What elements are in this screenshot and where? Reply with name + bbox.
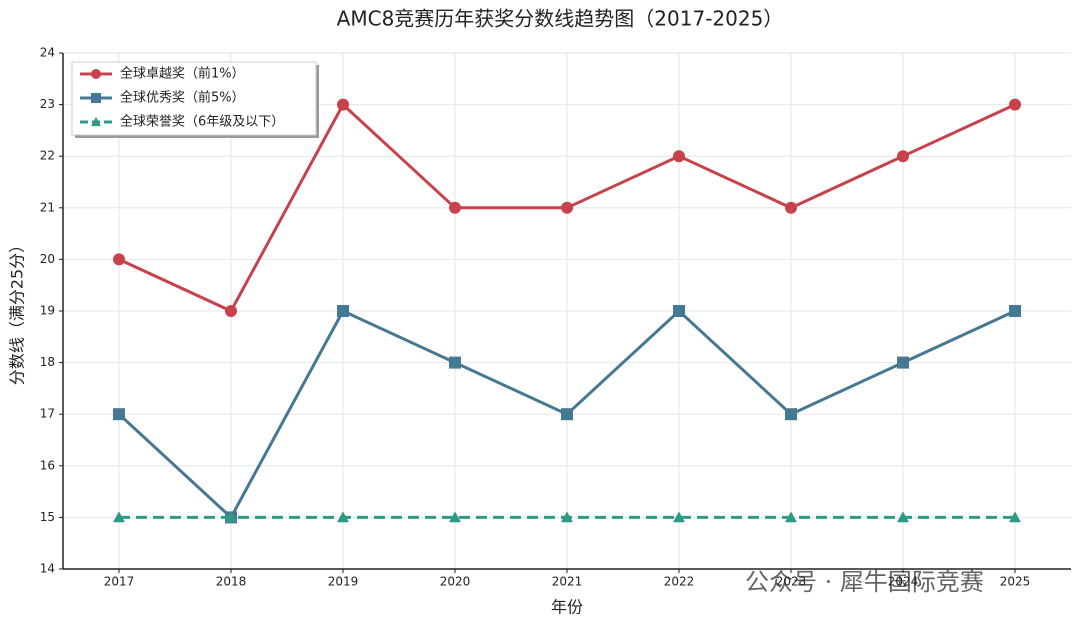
marker bbox=[91, 117, 101, 126]
marker bbox=[673, 305, 685, 317]
y-tick-label: 21 bbox=[40, 200, 55, 214]
watermark: 公众号 · 犀牛国际竞赛 bbox=[745, 568, 984, 596]
y-tick-label: 19 bbox=[40, 304, 55, 318]
y-tick-label: 22 bbox=[40, 149, 55, 163]
marker bbox=[337, 98, 349, 111]
x-tick-label: 2017 bbox=[104, 575, 135, 589]
chart-title: AMC8竞赛历年获奖分数线趋势图（2017-2025） bbox=[337, 7, 784, 31]
marker bbox=[113, 253, 125, 266]
legend: 全球卓越奖（前1%） 全球优秀奖（前5%） 全球荣誉奖（6年级及以下） bbox=[71, 61, 319, 138]
x-tick-label: 2023 bbox=[776, 575, 807, 589]
y-axis-label: 分数线（满分25分） bbox=[8, 237, 27, 385]
y-tick-label: 16 bbox=[40, 458, 55, 472]
marker bbox=[1009, 305, 1021, 317]
marker bbox=[1009, 98, 1021, 111]
marker bbox=[91, 93, 101, 103]
x-tick-label: 2025 bbox=[1000, 575, 1031, 589]
marker bbox=[225, 511, 237, 523]
marker bbox=[785, 201, 797, 214]
y-tick-label: 15 bbox=[40, 510, 55, 524]
x-axis-label: 年份 bbox=[551, 598, 583, 617]
marker bbox=[113, 408, 125, 421]
marker bbox=[225, 305, 237, 317]
y-tick-label: 20 bbox=[40, 252, 55, 266]
marker bbox=[1009, 511, 1021, 523]
x-tick-label: 2021 bbox=[552, 575, 583, 589]
y-tick-label: 24 bbox=[40, 46, 55, 60]
marker bbox=[337, 305, 349, 317]
legend-label: 全球荣誉奖（6年级及以下） bbox=[120, 114, 284, 130]
marker bbox=[897, 150, 909, 163]
legend-label: 全球优秀奖（前5%） bbox=[120, 90, 245, 106]
marker bbox=[113, 511, 125, 523]
marker bbox=[449, 356, 461, 369]
x-tick-label: 2022 bbox=[664, 575, 695, 589]
marker bbox=[449, 201, 461, 214]
x-tick-label: 2020 bbox=[440, 575, 471, 589]
marker bbox=[561, 408, 573, 421]
marker bbox=[785, 408, 797, 421]
marker bbox=[91, 69, 101, 79]
y-tick-label: 23 bbox=[40, 97, 55, 111]
marker bbox=[673, 150, 685, 163]
marker bbox=[449, 511, 461, 523]
y-tick-label: 18 bbox=[40, 355, 55, 369]
y-tick-label: 14 bbox=[40, 562, 55, 576]
marker bbox=[561, 511, 573, 523]
legend-label: 全球卓越奖（前1%） bbox=[120, 66, 245, 82]
marker bbox=[337, 511, 349, 523]
y-tick-label: 17 bbox=[40, 407, 55, 421]
marker bbox=[897, 511, 909, 523]
marker bbox=[561, 201, 573, 214]
marker bbox=[897, 356, 909, 369]
x-tick-label: 2018 bbox=[216, 575, 247, 589]
marker bbox=[673, 511, 685, 523]
x-tick-label: 2019 bbox=[328, 575, 359, 589]
legend-box bbox=[71, 61, 317, 136]
marker bbox=[785, 511, 797, 523]
x-tick-label: 2024 bbox=[888, 575, 919, 589]
